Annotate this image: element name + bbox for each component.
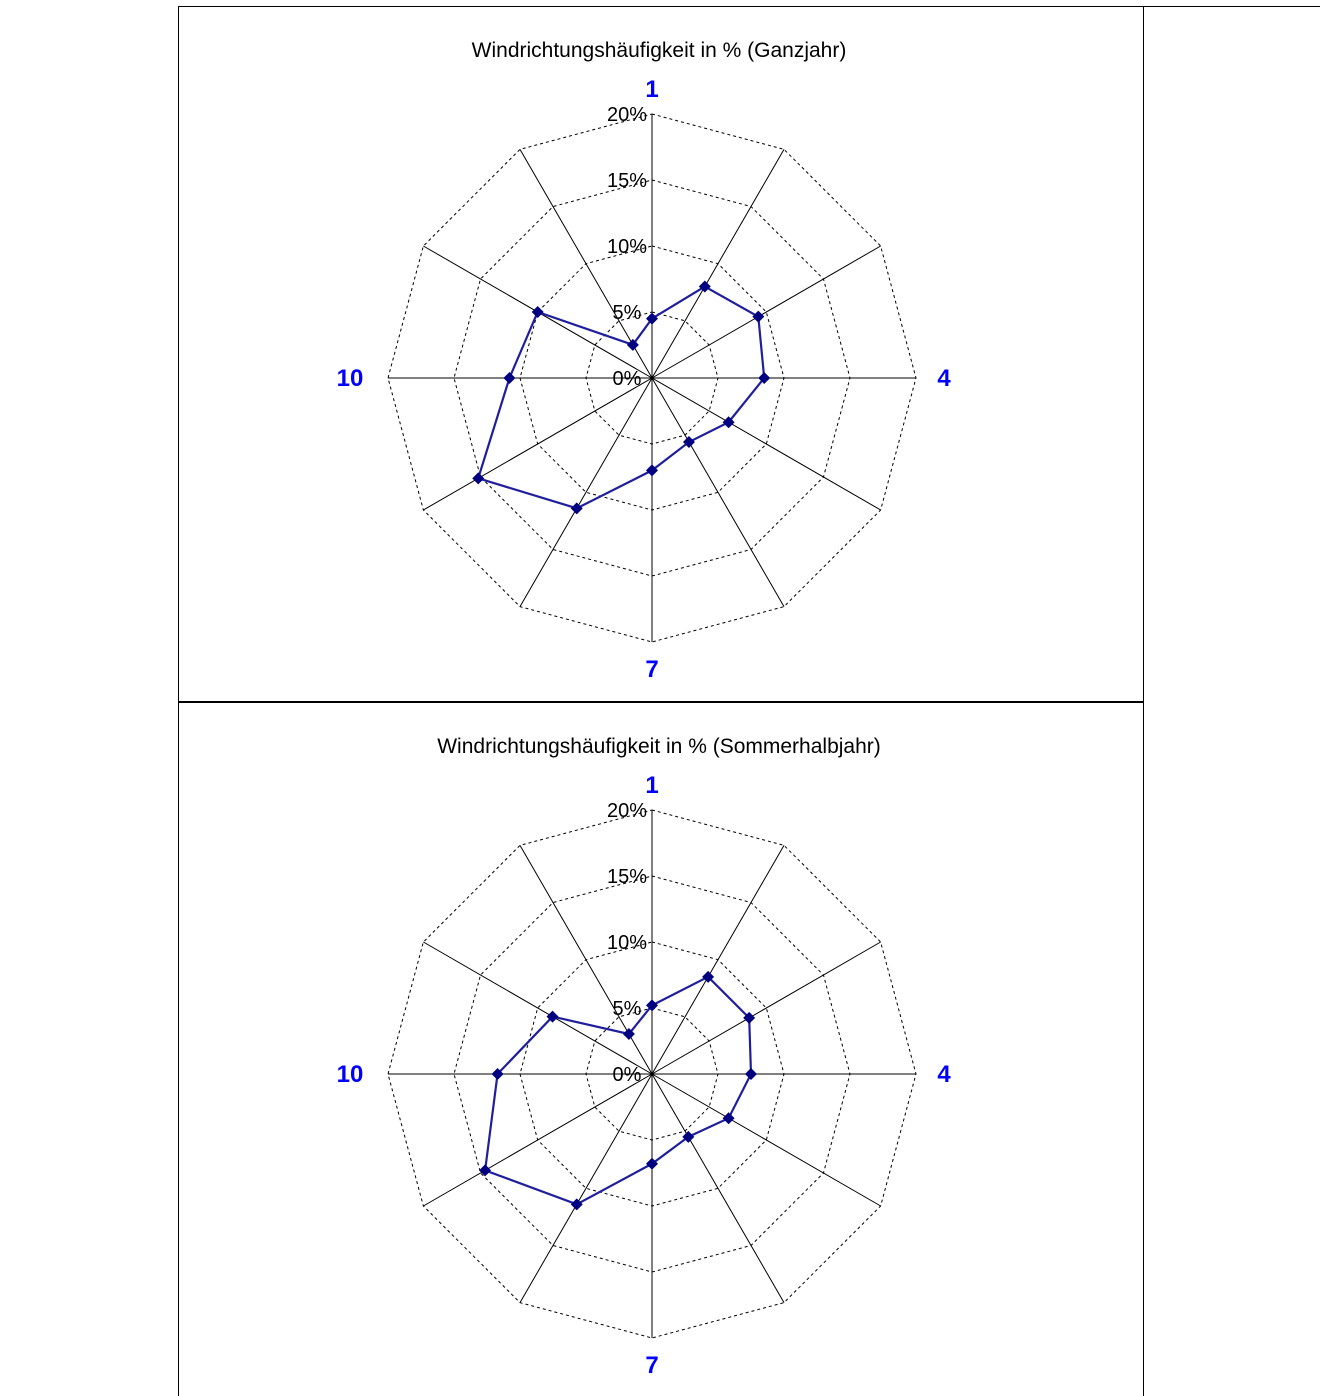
data-point-dir-4 <box>758 372 771 384</box>
r-tick-label: 10% <box>607 236 647 258</box>
data-point-dir-10 <box>491 1068 504 1080</box>
spoke-5 <box>651 377 881 511</box>
chart-title: Windrichtungshäufigkeit in % (Sommerhalb… <box>437 735 881 758</box>
r-tick-label: 5% <box>613 302 642 324</box>
r-tick-label: 10% <box>607 932 647 954</box>
data-point-dir-12 <box>622 1027 635 1040</box>
data-point-dir-9 <box>472 472 485 485</box>
direction-label-4: 4 <box>937 365 951 392</box>
data-point-dir-4 <box>745 1068 757 1080</box>
data-point-dir-7 <box>646 464 658 477</box>
spoke-3 <box>651 941 881 1075</box>
r-tick-label: 0% <box>613 1064 642 1086</box>
data-point-dir-11 <box>546 1010 559 1023</box>
data-point-dir-5 <box>722 416 735 429</box>
spoke-9 <box>423 1073 653 1207</box>
spoke-12 <box>519 149 653 379</box>
spoke-8 <box>519 1073 653 1303</box>
data-point-dir-2 <box>698 280 711 293</box>
spoke-2 <box>651 149 785 379</box>
radar-chart-sommerhalbjahr: Windrichtungshäufigkeit in % (Sommerhalb… <box>337 735 952 1379</box>
data-point-dir-3 <box>743 1011 756 1024</box>
data-point-dir-5 <box>722 1112 735 1125</box>
spoke-11 <box>423 941 653 1075</box>
r-tick-label: 5% <box>613 998 642 1020</box>
spoke-9 <box>423 377 653 511</box>
r-tick-label: 15% <box>607 866 647 888</box>
chart-panel-sommerhalbjahr: Windrichtungshäufigkeit in % (Sommerhalb… <box>179 703 1144 1396</box>
spoke-6 <box>651 1073 785 1303</box>
data-point-dir-8 <box>570 1198 583 1211</box>
r-tick-label: 0% <box>613 368 642 390</box>
direction-label-10: 10 <box>337 1061 364 1088</box>
data-point-dir-12 <box>626 338 639 351</box>
spoke-2 <box>651 845 785 1075</box>
spoke-5 <box>651 1073 881 1207</box>
data-point-dir-10 <box>503 372 516 384</box>
r-tick-label: 20% <box>607 800 647 822</box>
data-point-dir-2 <box>702 970 715 983</box>
r-tick-label: 20% <box>607 104 647 126</box>
data-point-dir-8 <box>570 502 583 515</box>
radar-chart-ganzjahr: Windrichtungshäufigkeit in % (Ganzjahr) 0… <box>337 39 952 683</box>
spoke-8 <box>519 377 653 607</box>
data-point-dir-6 <box>682 1130 695 1143</box>
chart-panel-ganzjahr: Windrichtungshäufigkeit in % (Ganzjahr) 0… <box>179 7 1144 701</box>
data-point-dir-3 <box>752 310 765 323</box>
direction-label-7: 7 <box>645 1352 658 1379</box>
frame-divider <box>178 701 1144 703</box>
direction-label-7: 7 <box>645 656 658 683</box>
data-point-dir-7 <box>646 1157 658 1170</box>
direction-label-1: 1 <box>645 76 658 103</box>
r-tick-label: 15% <box>607 170 647 192</box>
data-point-dir-6 <box>682 436 695 449</box>
direction-label-10: 10 <box>337 365 364 392</box>
spoke-3 <box>651 245 881 379</box>
direction-label-1: 1 <box>645 772 658 799</box>
spoke-6 <box>651 377 785 607</box>
direction-label-4: 4 <box>937 1061 951 1088</box>
data-point-dir-11 <box>531 306 544 318</box>
data-point-dir-1 <box>646 312 658 325</box>
data-point-dir-1 <box>646 999 658 1012</box>
data-point-dir-9 <box>479 1164 492 1177</box>
frame-top-edge-right <box>1144 6 1320 7</box>
chart-title: Windrichtungshäufigkeit in % (Ganzjahr) <box>472 39 847 62</box>
frame-top-border <box>178 6 1144 7</box>
